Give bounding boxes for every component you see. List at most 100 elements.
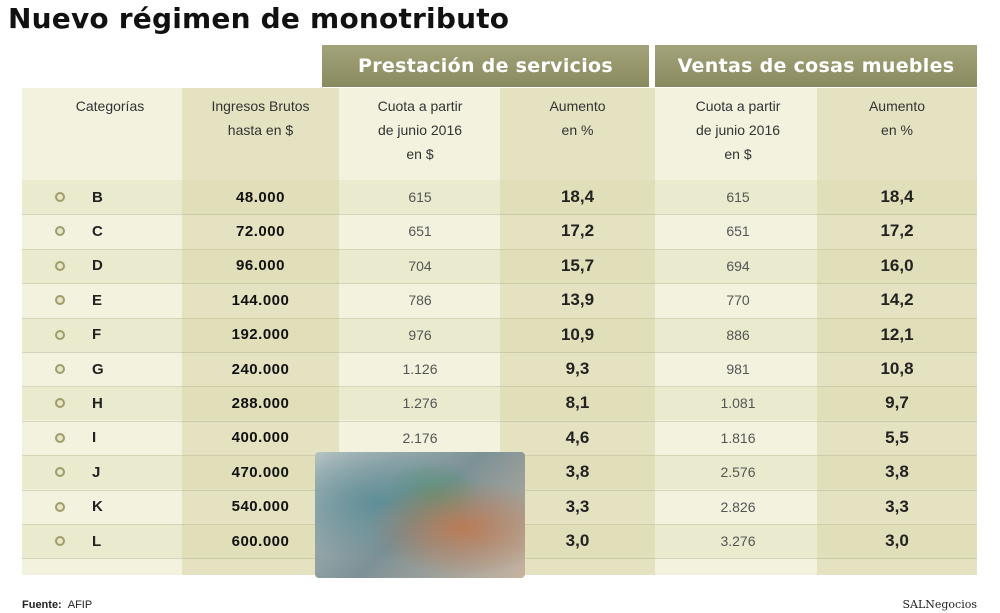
- row-bullet-icon: [55, 192, 65, 202]
- cuota-ventas-cell: 3.276: [720, 533, 756, 549]
- source: Fuente: AFIP: [22, 599, 92, 611]
- aumento-servicios-cell: 4,6: [565, 427, 590, 447]
- cuota-ventas-cell: 615: [726, 189, 750, 205]
- category-cell: K: [92, 498, 103, 516]
- ingresos-cell: 470.000: [231, 463, 290, 481]
- column-shade-aumento-servicios: [500, 88, 655, 575]
- category-cell: F: [92, 326, 102, 344]
- aumento-servicios-cell: 3,0: [565, 531, 590, 550]
- aumento-ventas-cell: 9,7: [885, 393, 909, 413]
- ingresos-cell: 192.000: [231, 326, 290, 344]
- header-ingresos: Ingresos Brutos hasta en $: [211, 98, 310, 138]
- row-divider: [22, 420, 977, 422]
- category-cell: I: [92, 429, 97, 447]
- category-cell: H: [92, 394, 103, 412]
- column-shade-ingresos: [182, 88, 339, 575]
- footer: Fuente: AFIP SALNegocios: [22, 596, 977, 613]
- table-row: [22, 386, 977, 421]
- row-bullet-icon: [55, 467, 65, 478]
- cuota-servicios-cell: 704: [408, 257, 432, 274]
- aumento-ventas-cell: 12,1: [880, 324, 914, 344]
- cuota-ventas-cell: 651: [726, 223, 750, 240]
- header-aumento-servicios: Aumento en %: [549, 98, 606, 138]
- ingresos-cell: 144.000: [231, 291, 290, 309]
- table-row: [22, 248, 977, 283]
- row-divider: [22, 386, 977, 388]
- cuota-ventas-cell: 770: [726, 292, 750, 309]
- aumento-servicios-cell: 18,4: [560, 187, 595, 206]
- cuota-servicios-cell: 2.176: [402, 429, 438, 446]
- row-divider: [22, 283, 977, 285]
- ingresos-cell: 288.000: [231, 394, 290, 412]
- row-divider: [22, 248, 977, 250]
- category-cell: D: [92, 257, 103, 275]
- row-divider: [22, 352, 977, 353]
- row-bullet-icon: [55, 226, 65, 237]
- aumento-servicios-cell: 17,2: [560, 221, 595, 241]
- row-bullet-icon: [55, 329, 65, 340]
- aumento-servicios-cell: 3,3: [565, 496, 590, 516]
- ingresos-cell: 72.000: [236, 222, 285, 240]
- aumento-ventas-cell: 17,2: [880, 221, 914, 241]
- aumento-servicios-cell: 9,3: [565, 359, 590, 378]
- aumento-ventas-cell: 3,3: [885, 496, 909, 516]
- coins-hand-photo: [315, 452, 525, 578]
- row-bullet-icon: [55, 536, 65, 546]
- page-title: Nuevo régimen de monotributo: [8, 2, 510, 35]
- cuota-ventas-cell: 694: [726, 257, 750, 274]
- aumento-servicios-cell: 13,9: [560, 290, 595, 310]
- category-cell: L: [92, 532, 102, 550]
- cuota-servicios-cell: 1.126: [402, 361, 438, 377]
- header-cuota-ventas: Cuota a partir de junio 2016 en $: [695, 98, 781, 162]
- ingresos-cell: 400.000: [231, 429, 290, 447]
- cuota-servicios-cell: 651: [408, 223, 432, 240]
- cuota-ventas-cell: 1.081: [720, 395, 756, 412]
- aumento-ventas-cell: 18,4: [880, 187, 914, 206]
- cuota-ventas-cell: 2.826: [720, 498, 756, 515]
- cuota-servicios-cell: 1.276: [402, 395, 438, 412]
- source-value: AFIP: [67, 598, 93, 611]
- group-header-servicios: Prestación de servicios: [322, 45, 649, 87]
- aumento-ventas-cell: 16,0: [880, 255, 914, 275]
- cuota-ventas-cell: 1.816: [720, 429, 756, 446]
- row-bullet-icon: [55, 260, 65, 271]
- header-cuota-servicios: Cuota a partir de junio 2016 en $: [377, 98, 463, 162]
- row-bullet-icon: [55, 501, 65, 512]
- row-bullet-icon: [55, 364, 65, 374]
- brand-logo: SALNegocios: [902, 598, 977, 611]
- category-cell: E: [92, 291, 103, 309]
- aumento-ventas-cell: 3,8: [885, 462, 909, 482]
- ingresos-cell: 600.000: [231, 532, 290, 550]
- row-divider: [22, 214, 977, 216]
- header-categorias: Categorías: [75, 98, 145, 114]
- cuota-servicios-cell: 786: [408, 292, 432, 309]
- aumento-ventas-cell: 3,0: [885, 531, 909, 550]
- cuota-ventas-cell: 2.576: [720, 464, 756, 481]
- cuota-ventas-cell: 886: [726, 326, 750, 343]
- table-row: [22, 180, 977, 214]
- aumento-ventas-cell: 10,8: [880, 359, 914, 378]
- row-divider: [22, 317, 977, 319]
- column-shade-aumento-ventas: [817, 88, 977, 575]
- aumento-servicios-cell: 15,7: [560, 255, 595, 275]
- cuota-ventas-cell: 981: [726, 361, 750, 377]
- group-header-ventas: Ventas de cosas muebles: [655, 45, 977, 87]
- aumento-servicios-cell: 8,1: [565, 393, 590, 413]
- aumento-ventas-cell: 5,5: [885, 427, 909, 447]
- ingresos-cell: 96.000: [236, 257, 285, 275]
- category-cell: C: [92, 222, 103, 240]
- cuota-servicios-cell: 615: [408, 189, 432, 205]
- table-row: [22, 317, 977, 352]
- row-bullet-icon: [55, 295, 65, 306]
- aumento-servicios-cell: 3,8: [565, 462, 590, 482]
- source-label: Fuente:: [22, 598, 62, 611]
- category-cell: G: [92, 360, 104, 378]
- cuota-servicios-cell: 976: [408, 326, 432, 343]
- ingresos-cell: 240.000: [231, 360, 290, 378]
- ingresos-cell: 48.000: [236, 188, 285, 206]
- category-cell: J: [92, 463, 101, 481]
- header-aumento-ventas: Aumento en %: [868, 98, 926, 138]
- ingresos-cell: 540.000: [231, 498, 290, 516]
- aumento-ventas-cell: 14,2: [880, 290, 914, 310]
- row-bullet-icon: [55, 398, 65, 409]
